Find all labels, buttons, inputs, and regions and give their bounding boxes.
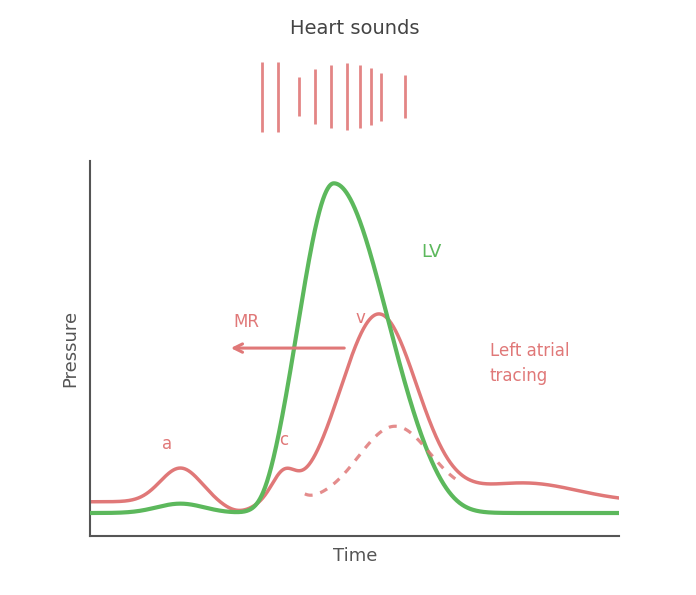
Text: Left atrial
tracing: Left atrial tracing	[490, 342, 569, 384]
Text: Heart sounds: Heart sounds	[290, 19, 420, 38]
Text: c: c	[279, 431, 288, 449]
Text: a: a	[162, 435, 172, 453]
Text: S₂: S₂	[396, 170, 415, 189]
Y-axis label: Pressure: Pressure	[61, 309, 79, 387]
Text: S₁: S₁	[269, 170, 287, 189]
X-axis label: Time: Time	[333, 547, 377, 565]
Text: v: v	[356, 309, 365, 327]
Text: MR: MR	[233, 313, 260, 331]
Text: LV: LV	[421, 243, 441, 261]
